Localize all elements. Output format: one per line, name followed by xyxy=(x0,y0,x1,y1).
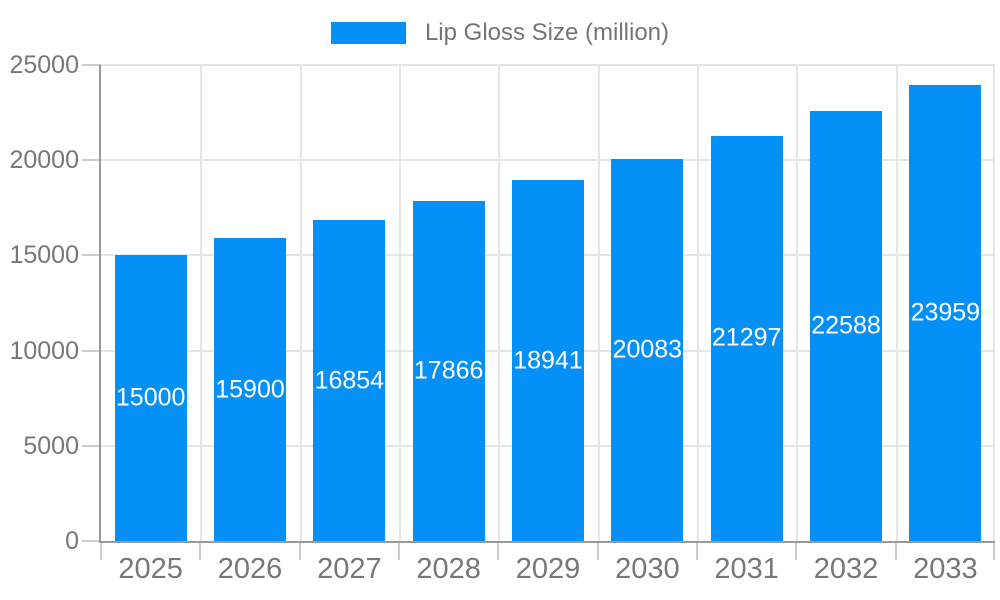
x-axis-tick xyxy=(100,541,102,560)
x-gridline xyxy=(498,65,501,541)
x-axis-tick-label: 2032 xyxy=(813,553,879,585)
x-gridline xyxy=(796,65,799,541)
x-axis-tick xyxy=(993,541,995,560)
x-axis-tick xyxy=(199,541,202,560)
bar-value-label: 20083 xyxy=(612,335,683,364)
x-axis-tick xyxy=(298,541,301,560)
y-axis-tick-label: 25000 xyxy=(9,51,79,79)
y-axis-tick xyxy=(82,349,101,352)
y-axis-tick xyxy=(82,540,101,542)
bar: 23959 xyxy=(909,84,982,541)
x-gridline xyxy=(697,65,699,541)
y-axis-tick xyxy=(82,254,101,257)
bar-value-label: 16854 xyxy=(314,366,385,395)
x-axis-tick xyxy=(398,541,400,560)
bar: 20083 xyxy=(611,158,684,541)
x-axis-tick-label: 2025 xyxy=(118,553,183,585)
x-axis-tick-label: 2030 xyxy=(615,553,680,585)
y-axis-tick xyxy=(82,159,101,162)
y-axis-tick-label: 0 xyxy=(65,527,79,555)
y-axis-tick-label: 15000 xyxy=(9,241,79,270)
y-axis-tick-label: 10000 xyxy=(9,336,79,365)
x-axis-tick xyxy=(894,541,897,560)
y-gridline xyxy=(101,64,995,66)
y-axis-tick xyxy=(82,64,101,66)
x-axis-line xyxy=(99,541,995,543)
x-gridline xyxy=(993,65,995,541)
legend: Lip Gloss Size (million) xyxy=(0,19,1000,47)
bar: 21297 xyxy=(710,135,783,541)
x-axis-tick-label: 2028 xyxy=(416,553,481,585)
bar: 22588 xyxy=(810,110,882,541)
bar: 16854 xyxy=(313,220,386,541)
x-gridline xyxy=(299,65,302,541)
bar-value-label: 18941 xyxy=(513,346,583,375)
x-axis-tick-label: 2029 xyxy=(515,553,581,585)
x-gridline xyxy=(200,65,203,541)
x-axis-tick-label: 2027 xyxy=(317,553,382,585)
x-axis-tick-label: 2031 xyxy=(714,553,779,585)
bar-value-label: 22588 xyxy=(811,311,881,340)
bar-value-label: 23959 xyxy=(910,298,981,327)
y-axis-tick-label: 20000 xyxy=(9,146,79,175)
x-axis-tick xyxy=(696,541,698,560)
bar: 17866 xyxy=(412,200,485,541)
bar-value-label: 17866 xyxy=(413,356,484,385)
y-gridline xyxy=(101,159,995,162)
bar: 15900 xyxy=(214,238,286,541)
legend-swatch xyxy=(330,22,406,44)
x-axis-tick-label: 2033 xyxy=(913,553,978,585)
x-gridline xyxy=(597,65,600,541)
legend-label: Lip Gloss Size (million) xyxy=(424,19,670,46)
bar: 15000 xyxy=(114,255,187,541)
x-gridline xyxy=(399,65,401,541)
y-axis-line xyxy=(99,65,101,543)
bar: 18941 xyxy=(512,180,584,541)
bar-value-label: 21297 xyxy=(711,323,782,352)
y-axis-tick xyxy=(82,444,101,447)
x-axis-tick-label: 2026 xyxy=(217,553,283,585)
x-axis-tick xyxy=(795,541,798,560)
plot-area: 15000 15900 16854 17866 18941 20083 21297 22588… xyxy=(101,64,995,541)
y-axis-tick-label: 5000 xyxy=(23,431,79,460)
x-gridline xyxy=(895,65,898,541)
x-axis-tick xyxy=(497,541,500,560)
bar-value-label: 15000 xyxy=(115,383,186,412)
x-axis-tick xyxy=(596,541,599,560)
bar-value-label: 15900 xyxy=(215,375,285,404)
